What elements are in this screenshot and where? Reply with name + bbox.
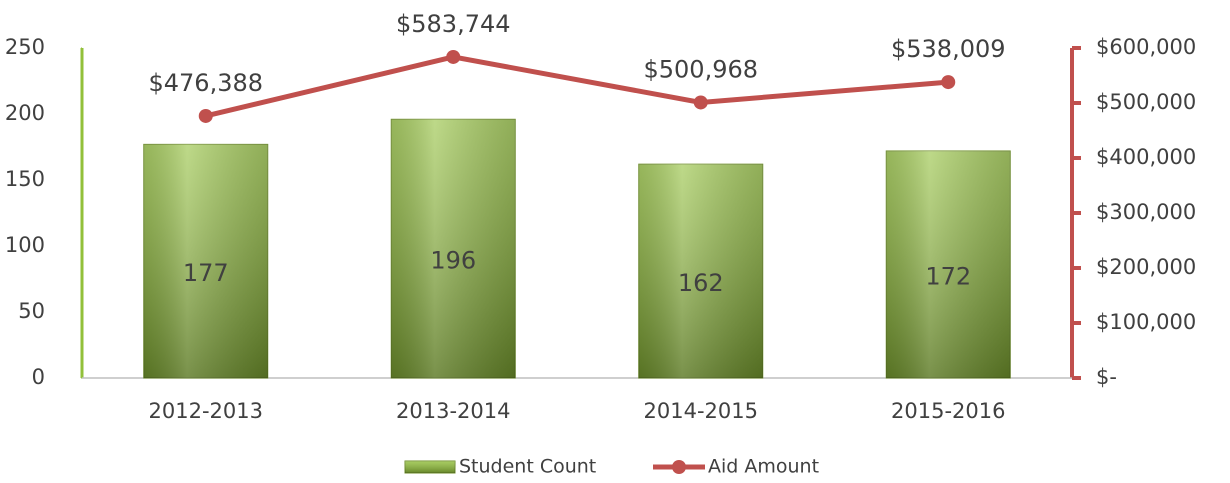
line-marker bbox=[941, 75, 956, 90]
y2-tick-label: $- bbox=[1096, 365, 1117, 389]
y-tick-label: 150 bbox=[5, 167, 45, 191]
bar-value-label: 196 bbox=[430, 247, 476, 275]
y-tick-label: 0 bbox=[32, 365, 45, 389]
y2-tick-label: $300,000 bbox=[1096, 200, 1196, 224]
line-value-label: $500,968 bbox=[643, 55, 758, 83]
bar-shade bbox=[638, 164, 763, 378]
y2-tick-label: $100,000 bbox=[1096, 310, 1196, 334]
y2-tick-label: $600,000 bbox=[1096, 35, 1196, 59]
line bbox=[205, 54, 949, 119]
bar-value-label: 172 bbox=[925, 262, 971, 290]
bar-shade bbox=[886, 150, 1011, 378]
x-tick-label: 2015-2016 bbox=[891, 399, 1005, 423]
x-tick-label: 2012-2013 bbox=[149, 399, 263, 423]
bar-shade bbox=[391, 119, 516, 378]
x-tick-label: 2013-2014 bbox=[396, 399, 510, 423]
line-marker bbox=[446, 49, 461, 64]
y2-tick-label: $500,000 bbox=[1096, 90, 1196, 114]
y2-tick-label: $200,000 bbox=[1096, 255, 1196, 279]
line-value-label: $583,744 bbox=[396, 10, 511, 38]
x-tick-label: 2014-2015 bbox=[644, 399, 758, 423]
line-value-label: $538,009 bbox=[891, 35, 1006, 63]
bar-shade bbox=[143, 144, 268, 378]
legend-swatch-shade bbox=[405, 461, 455, 473]
y2-tick-label: $400,000 bbox=[1096, 145, 1196, 169]
bar-value-label: 162 bbox=[678, 269, 724, 297]
y-tick-label: 50 bbox=[18, 299, 45, 323]
y-tick-label: 250 bbox=[5, 35, 45, 59]
legend-label: Student Count bbox=[459, 456, 596, 478]
legend-label: Aid Amount bbox=[708, 456, 819, 478]
y-tick-label: 200 bbox=[5, 101, 45, 125]
legend-marker bbox=[672, 460, 686, 474]
line-marker bbox=[198, 108, 213, 123]
bar-value-label: 177 bbox=[183, 259, 229, 287]
y-tick-label: 100 bbox=[5, 233, 45, 257]
line-marker bbox=[693, 95, 708, 110]
line-value-label: $476,388 bbox=[148, 69, 263, 97]
